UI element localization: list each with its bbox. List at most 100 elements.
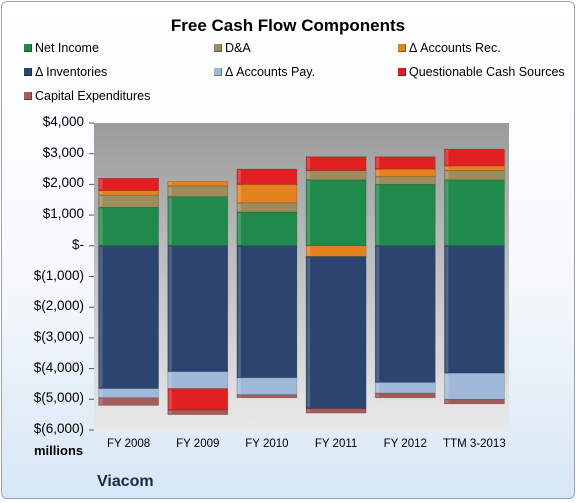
y-tick-label: $3,000 <box>42 144 84 160</box>
legend-item: Questionable Cash Sources <box>398 65 565 79</box>
bar-segment-highlight <box>445 374 449 399</box>
bar-segment-highlight <box>376 177 380 184</box>
bar-segment-highlight <box>99 196 103 207</box>
bar-segment-highlight <box>237 395 241 397</box>
bar-segment <box>98 207 159 247</box>
y-tick-label: $(5,000) <box>33 390 84 406</box>
bar-segment-highlight <box>376 383 380 393</box>
legend-swatch <box>398 68 406 76</box>
bar-segment-highlight <box>237 213 241 245</box>
bar-segment <box>167 388 229 411</box>
chart-title: Free Cash Flow Components <box>170 16 406 35</box>
bar-segment <box>236 377 298 395</box>
bar-segment-highlight <box>99 389 103 397</box>
y-tick-label: $(3,000) <box>33 328 84 344</box>
bar-segment-highlight <box>168 186 172 196</box>
bar-segment <box>167 196 229 247</box>
bar-segment-highlight <box>307 180 311 245</box>
y-tick-label: $(4,000) <box>33 359 84 375</box>
x-tick-label: FY 2008 <box>106 438 151 450</box>
bar-segment <box>236 168 298 185</box>
bar-segment <box>167 409 229 415</box>
legend-swatch <box>214 68 222 76</box>
bar-segment-highlight <box>307 257 311 408</box>
bar-segment-highlight <box>237 203 241 212</box>
bar-segment <box>374 382 436 394</box>
bar-segment-highlight <box>99 179 103 190</box>
bar-segment <box>444 179 505 247</box>
legend-item: D&A <box>214 41 251 55</box>
legend-item: Δ Accounts Pay. <box>214 65 315 79</box>
bar-segment-highlight <box>99 208 103 245</box>
bar-segment <box>444 148 505 167</box>
bar-segment <box>305 179 367 247</box>
legend-label: Δ Accounts Rec. <box>409 41 501 55</box>
bar-segment-highlight <box>307 171 311 179</box>
bar-segment-highlight <box>99 191 103 195</box>
bar-segment-highlight <box>168 197 172 245</box>
bar-segment-highlight <box>237 246 241 377</box>
legend-item: Net Income <box>24 41 99 55</box>
y-tick-label: $- <box>71 236 84 252</box>
x-tick-label: FY 2012 <box>383 438 427 450</box>
bar-segment-highlight <box>237 378 241 394</box>
legend-label: Δ Inventories <box>35 65 108 79</box>
y-tick-label: $(6,000) <box>33 421 84 436</box>
bar-segment-highlight <box>376 157 380 169</box>
bar-segment <box>374 392 436 399</box>
bar-segment <box>236 245 298 379</box>
bar-segment-highlight <box>168 246 172 371</box>
x-tick-label: TTM 3-2013 <box>443 438 506 450</box>
bar-segment <box>98 190 159 196</box>
bar-segment <box>98 194 159 208</box>
legend-label: D&A <box>225 41 251 55</box>
legend-item: Δ Inventories <box>24 65 107 79</box>
bar-segment-highlight <box>445 400 449 403</box>
legend-label: Δ Accounts Pay. <box>225 65 316 79</box>
bar-segment-highlight <box>307 409 311 413</box>
legend-item: Capital Expenditures <box>24 89 150 103</box>
bar-segment <box>167 245 229 372</box>
bar-segment-highlight <box>376 170 380 176</box>
chart-plot <box>89 122 509 431</box>
legend-swatch <box>398 44 406 52</box>
bar-segment-highlight <box>168 389 172 410</box>
bar-segment <box>98 397 159 406</box>
y-tick-label: $2,000 <box>42 175 84 191</box>
bar-segment <box>98 388 159 399</box>
bar-segment-highlight <box>445 246 449 373</box>
legend-swatch <box>214 44 222 52</box>
legend-swatch <box>24 92 32 100</box>
bar-segment-highlight <box>168 411 172 414</box>
bar-segment-highlight <box>307 157 311 170</box>
y-tick-label: $(2,000) <box>33 298 84 314</box>
bar-segment <box>98 177 159 191</box>
company-label: Viacom <box>97 473 154 490</box>
x-tick-label: FY 2009 <box>176 438 220 450</box>
y-tick-label: $(1,000) <box>33 267 84 283</box>
units-label: millions <box>34 443 84 458</box>
bar-segment <box>444 245 505 374</box>
bar-segment <box>374 176 436 185</box>
bar-segment <box>444 398 505 405</box>
bar-segment <box>374 156 436 170</box>
bar-segment-highlight <box>445 171 449 179</box>
bar-segment <box>374 168 436 178</box>
bar-segment <box>236 184 298 204</box>
bar-segment-highlight <box>376 185 380 245</box>
legend-label: Net Income <box>35 41 99 55</box>
bar-segment-highlight <box>376 246 380 382</box>
plot-area <box>94 123 509 430</box>
legend-swatch <box>24 68 32 76</box>
bar-segment-highlight <box>237 185 241 202</box>
bar-segment <box>236 202 298 213</box>
bar-segment-highlight <box>168 372 172 388</box>
y-tick-label: $4,000 <box>42 114 84 129</box>
bar-segment <box>374 245 436 383</box>
bar-segment <box>305 408 367 414</box>
bar-segment <box>98 245 159 389</box>
bar-segment <box>167 185 229 197</box>
legend-label: Capital Expenditures <box>35 89 151 103</box>
bar-segment <box>236 394 298 399</box>
